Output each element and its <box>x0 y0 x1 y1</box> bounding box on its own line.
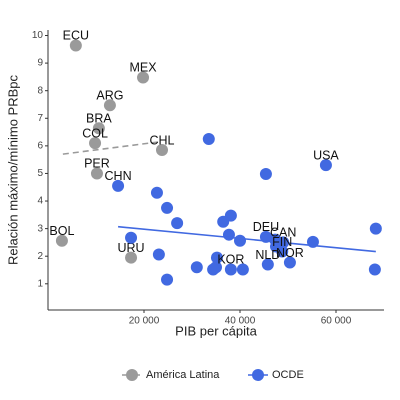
legend-swatch <box>252 369 264 381</box>
point <box>150 186 163 199</box>
point <box>161 201 174 214</box>
point-label: FIN <box>272 235 292 249</box>
point <box>259 168 272 180</box>
y-tick-label: 7 <box>37 113 43 124</box>
point <box>89 137 102 150</box>
point-label: ECU <box>63 29 89 43</box>
point <box>283 256 296 269</box>
point-label: BOL <box>49 224 74 238</box>
point <box>90 167 103 180</box>
x-axis-title: PIB per cápita <box>175 323 257 338</box>
y-tick-label: 4 <box>37 196 43 207</box>
point-label: MEX <box>129 61 157 75</box>
y-tick-label: 8 <box>37 85 43 96</box>
point <box>236 263 249 276</box>
point <box>210 251 223 264</box>
point <box>234 234 246 247</box>
point <box>92 122 105 135</box>
y-tick-label: 2 <box>37 251 43 262</box>
point <box>125 231 138 244</box>
point <box>276 245 289 258</box>
y-tick-label: 3 <box>37 223 43 234</box>
point <box>55 234 68 247</box>
y-tick-label: 5 <box>37 168 43 179</box>
point <box>202 132 215 145</box>
y-tick-label: 10 <box>32 30 44 41</box>
legend-label: América Latina <box>146 369 220 381</box>
x-tick-label: 60 000 <box>321 316 352 327</box>
point <box>319 159 332 172</box>
point-label: KOR <box>217 253 244 267</box>
point <box>224 209 237 222</box>
x-tick-label: 20 000 <box>129 316 160 327</box>
point-label: DEU <box>253 220 279 234</box>
point <box>207 263 220 276</box>
point <box>190 261 203 274</box>
point-label: USA <box>313 148 339 162</box>
point <box>224 263 237 276</box>
legend-swatch <box>126 369 138 381</box>
point <box>156 144 168 156</box>
point <box>222 228 235 241</box>
point-label: BRA <box>86 112 112 126</box>
point-label: URU <box>117 241 144 255</box>
point <box>368 263 381 276</box>
point <box>125 251 138 264</box>
x-tick-label: 40 000 <box>225 316 256 327</box>
point-label: ARG <box>96 89 123 103</box>
point-label: CHN <box>105 169 132 183</box>
point-label: COL <box>82 126 108 140</box>
point <box>161 273 174 286</box>
y-axis-title: Relación máximo/mínimo PRBpc <box>5 75 20 266</box>
trend-line <box>118 225 376 253</box>
point-label: NLD <box>255 248 280 262</box>
point <box>152 248 165 261</box>
y-tick-label: 1 <box>37 278 43 289</box>
point <box>171 217 184 230</box>
point-label: NOR <box>276 246 304 260</box>
point <box>261 258 274 271</box>
y-tick-label: 6 <box>37 141 43 152</box>
point-label: CAN <box>270 226 296 240</box>
point <box>103 99 116 112</box>
point <box>112 179 125 192</box>
trend-line <box>62 141 159 155</box>
legend-label: OCDE <box>272 369 304 381</box>
point-label: CHL <box>149 133 174 147</box>
point-label: PER <box>84 157 110 171</box>
point <box>137 71 150 84</box>
point <box>369 222 382 235</box>
point <box>69 39 82 52</box>
y-tick-label: 9 <box>37 58 43 69</box>
